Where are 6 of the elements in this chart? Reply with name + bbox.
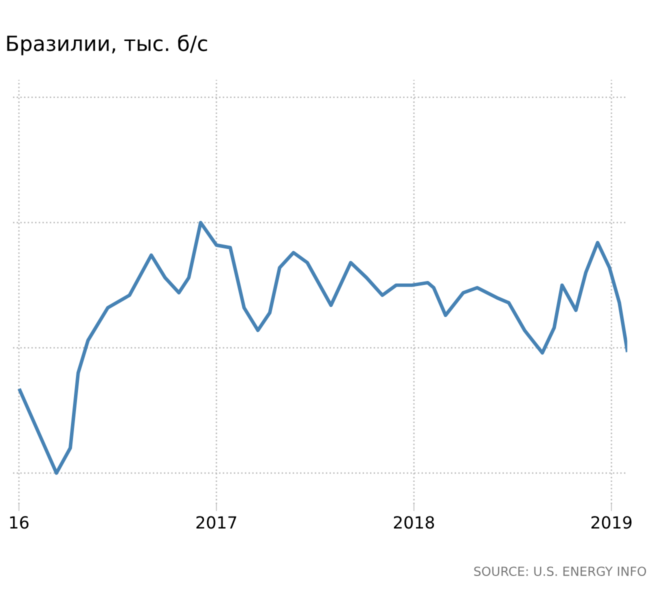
x-tick-label: 2018 bbox=[394, 516, 434, 529]
source-note: SOURCE: U.S. ENERGY INFO bbox=[474, 566, 646, 576]
x-tick-label: 2019 bbox=[591, 516, 632, 529]
x-tick-label: 16 bbox=[10, 516, 28, 529]
chart-title: Бразилии, тыс. б/с bbox=[7, 34, 208, 56]
x-tick-label: 2017 bbox=[196, 516, 236, 529]
